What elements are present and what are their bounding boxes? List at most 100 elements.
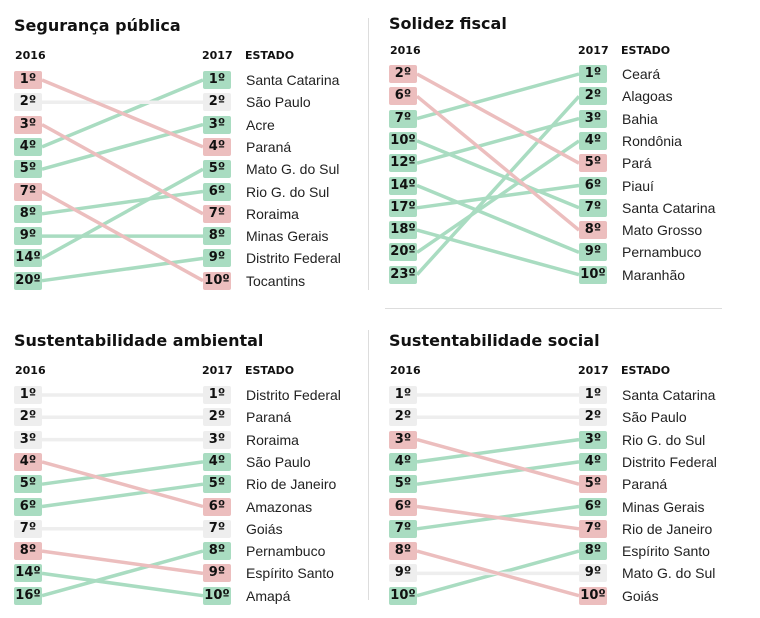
- rank-2017-badge: 3º: [203, 115, 231, 134]
- connector-lines: [416, 393, 580, 598]
- state-name: Minas Gerais: [246, 228, 329, 245]
- rank-2016-badge: 14º: [14, 564, 42, 583]
- connector-line: [416, 437, 580, 464]
- vertical-divider-top: [368, 18, 369, 290]
- rank-2016-badge: 14º: [389, 176, 417, 195]
- connector-line: [41, 482, 204, 509]
- rank-2017-badge: 3º: [203, 430, 231, 449]
- rank-2016-badge: 14º: [14, 249, 42, 268]
- panel-title: Segurança pública: [14, 16, 181, 35]
- connector-line: [415, 95, 581, 276]
- connector-lines: [415, 72, 581, 277]
- rank-2017-badge: 5º: [579, 475, 607, 494]
- rank-2017-badge: 1º: [579, 65, 607, 83]
- connector-line: [41, 123, 204, 216]
- connector-lines: [41, 78, 204, 283]
- state-name: Goiás: [622, 587, 659, 604]
- state-name: Rio de Janeiro: [246, 476, 337, 493]
- panel-title: Solidez fiscal: [389, 14, 507, 33]
- rank-2016-badge: 3º: [14, 115, 42, 134]
- rank-2017-badge: 5º: [203, 475, 231, 494]
- rank-2017-badge: 7º: [579, 198, 607, 217]
- rank-2017-badge: 3º: [579, 109, 607, 128]
- connector-line: [41, 549, 204, 576]
- rank-2017-badge: 1º: [203, 386, 231, 404]
- state-name: Espírito Santo: [622, 543, 710, 560]
- connector-line: [416, 139, 580, 210]
- state-name: Distrito Federal: [622, 453, 717, 470]
- header-2016: 2016: [390, 364, 421, 377]
- rank-2017-badge: 3º: [579, 430, 607, 449]
- state-name: Paraná: [246, 138, 292, 155]
- state-name: São Paulo: [622, 409, 687, 426]
- rank-2016-badge: 8º: [14, 542, 42, 561]
- state-name: Minas Gerais: [622, 498, 705, 515]
- rank-2016-badge: 4º: [14, 452, 42, 471]
- header-2016: 2016: [15, 364, 46, 377]
- header-2017: 2017: [578, 44, 609, 57]
- rank-2017-badge: 9º: [579, 564, 607, 583]
- rank-2017-badge: 6º: [203, 497, 231, 516]
- state-name: Mato G. do Sul: [246, 161, 340, 178]
- state-name: Tocantins: [246, 272, 306, 289]
- panel-0: Segurança pública 2016 2017 ESTADO 4º 1º Santa…: [14, 14, 364, 304]
- rank-2016-badge: 5º: [14, 475, 42, 494]
- state-name: Alagoas: [622, 88, 673, 105]
- state-name: Rondônia: [622, 132, 682, 149]
- panel-1: Solidez fiscal 2016 2017 ESTADO 7º 1º Ceará 23º…: [389, 14, 739, 304]
- state-name: Paraná: [622, 476, 668, 493]
- rank-2017-badge: 7º: [203, 204, 231, 223]
- connector-lines: [41, 393, 204, 598]
- connector-line: [416, 183, 580, 210]
- state-name: Pernambuco: [246, 543, 326, 560]
- rank-2016-badge: 4º: [389, 452, 417, 471]
- header-estado: ESTADO: [245, 49, 295, 62]
- state-name: Santa Catarina: [246, 72, 340, 88]
- rank-2017-badge: 6º: [579, 497, 607, 516]
- rank-2017-badge: 2º: [579, 408, 607, 427]
- rank-2017-badge: 9º: [203, 249, 231, 268]
- state-name: Amazonas: [246, 498, 313, 515]
- rank-2017-badge: 10º: [203, 586, 231, 605]
- rank-2017-badge: 6º: [579, 176, 607, 195]
- rank-2017-badge: 10º: [203, 271, 231, 290]
- rank-2016-badge: 4º: [14, 137, 42, 156]
- state-name: Bahia: [622, 110, 658, 127]
- connector-line: [416, 549, 580, 598]
- header-estado: ESTADO: [245, 364, 295, 377]
- state-name: Santa Catarina: [622, 387, 716, 403]
- rank-2016-badge: 10º: [389, 586, 417, 605]
- rank-2017-badge: 2º: [579, 87, 607, 106]
- rank-2016-badge: 10º: [389, 131, 417, 150]
- state-name: Ceará: [622, 66, 661, 82]
- panel-title: Sustentabilidade social: [389, 331, 600, 350]
- connector-line: [41, 571, 204, 598]
- rank-2016-badge: 16º: [14, 586, 42, 605]
- connector-line: [416, 72, 580, 165]
- connector-line: [415, 94, 581, 232]
- state-name: Goiás: [246, 520, 283, 537]
- connector-line: [41, 460, 204, 509]
- connector-line: [416, 72, 580, 121]
- header-estado: ESTADO: [621, 44, 671, 57]
- rank-2016-badge: 7º: [389, 519, 417, 538]
- rank-2016-badge: 12º: [389, 154, 417, 173]
- rank-2016-badge: 8º: [389, 542, 417, 561]
- state-name: São Paulo: [246, 453, 311, 470]
- rank-2016-badge: 2º: [14, 408, 42, 427]
- state-name: Santa Catarina: [622, 199, 716, 216]
- rank-2017-badge: 7º: [203, 519, 231, 538]
- state-name: Paraná: [246, 409, 292, 426]
- rank-2017-badge: 8º: [579, 542, 607, 561]
- rank-2016-badge: 2º: [14, 93, 42, 112]
- rank-2016-badge: 1º: [389, 386, 417, 404]
- rank-2016-badge: 7º: [14, 182, 42, 201]
- state-name: Roraima: [246, 431, 299, 448]
- panel-3: Sustentabilidade social 2016 2017 ESTADO 1º 1…: [389, 329, 739, 618]
- state-name: Rio de Janeiro: [622, 520, 713, 537]
- rank-2016-badge: 8º: [14, 204, 42, 223]
- connector-line: [416, 228, 580, 277]
- connector-line: [416, 460, 580, 486]
- rank-2016-badge: 3º: [14, 430, 42, 449]
